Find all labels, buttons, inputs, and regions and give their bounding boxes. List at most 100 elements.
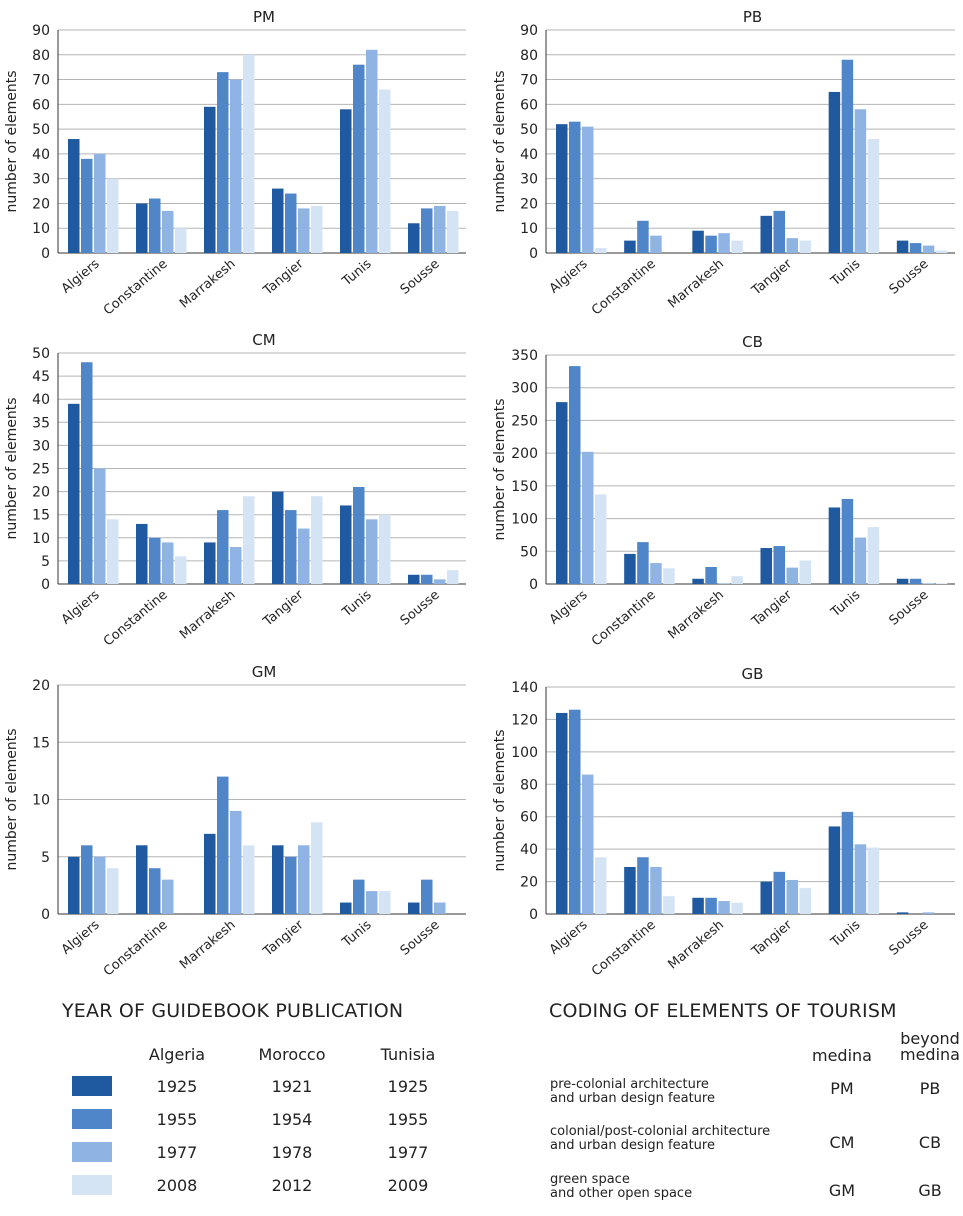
- chart-pb-bar-algiers-1: [556, 124, 568, 254]
- chart-cb-bar-tunis-1: [828, 507, 841, 584]
- chart-cm-category-label: Tunis: [339, 587, 375, 620]
- chart-cm-ytick-label: 20: [32, 485, 50, 501]
- chart-gb-bar-algiers-3: [582, 774, 594, 914]
- chart-gb-bar-tunis-4: [867, 847, 880, 914]
- chart-cb-ytick-label: 350: [511, 348, 538, 364]
- chart-pm-ytick-label: 50: [32, 122, 50, 138]
- chart-gb-bar-tangier-3: [786, 879, 798, 914]
- chart-pm-bar-marrakesh-2: [217, 72, 229, 253]
- chart-cm-bar-constantine-2: [149, 537, 161, 584]
- chart-pm-bar-constantine-1: [136, 203, 148, 253]
- chart-pb-bar-sousse-1: [896, 240, 909, 253]
- country-header-algeria: Algeria: [148, 1045, 206, 1064]
- chart-cb-category-label: Tunis: [828, 587, 864, 620]
- chart-cm-ytick-label: 25: [32, 462, 50, 478]
- chart-gm-category-label: Tunis: [339, 917, 375, 950]
- chart-cb-bar-sousse-4: [935, 583, 948, 584]
- year-algeria-4: 2008: [156, 1176, 198, 1195]
- chart-pm-bar-constantine-3: [162, 210, 174, 253]
- chart-gb-category-label: Constantine: [589, 918, 659, 980]
- year-legend-title: YEAR OF GUIDEBOOK PUBLICATION: [62, 1000, 404, 1022]
- chart-gb-ytick-label: 120: [511, 712, 538, 728]
- chart-cb-bar-algiers-4: [595, 494, 607, 584]
- country-header-tunisia: Tunisia: [380, 1045, 436, 1064]
- chart-gb-ytick-label: 20: [520, 875, 538, 891]
- legend-swatch-3: [72, 1142, 112, 1162]
- chart-cm-bar-tunis-3: [366, 519, 378, 584]
- chart-cb-bar-tunis-3: [854, 537, 867, 584]
- chart-cm-bar-tangier-3: [298, 528, 310, 584]
- chart-gb-bar-constantine-3: [650, 866, 662, 914]
- chart-gm-bar-sousse-3: [434, 902, 446, 914]
- chart-cb-bar-algiers-3: [582, 451, 594, 584]
- chart-gm-y-axis-label: number of elements: [4, 728, 20, 870]
- chart-pb-bar-tangier-3: [786, 238, 798, 253]
- chart-cm-bar-tangier-1: [272, 491, 284, 584]
- chart-cm-bar-algiers-4: [107, 519, 119, 584]
- chart-cm-ytick-label: 35: [32, 415, 50, 431]
- chart-gm-bar-marrakesh-3: [230, 810, 242, 914]
- chart-pm-bar-sousse-1: [408, 223, 420, 253]
- chart-cb-bar-marrakesh-4: [731, 576, 743, 584]
- chart-pb-ytick-label: 0: [529, 246, 538, 262]
- chart-cb-bar-tunis-4: [867, 527, 880, 584]
- coding-beyond-code: CB: [918, 1133, 942, 1152]
- chart-pm-ytick-label: 40: [32, 147, 50, 163]
- chart-gb-ytick-label: 0: [529, 907, 538, 923]
- chart-gb-ytick-label: 80: [520, 777, 538, 793]
- chart-gm-bar-tangier-4: [311, 822, 323, 914]
- chart-cb-ytick-label: 250: [511, 413, 538, 429]
- chart-pm-bar-marrakesh-4: [243, 54, 255, 254]
- chart-cb-title: CB: [742, 333, 763, 351]
- year-algeria-3: 1977: [156, 1143, 198, 1162]
- coding-header-beyond-medina: beyond medina: [900, 1029, 960, 1064]
- chart-pb-category-label: Sousse: [887, 257, 932, 298]
- chart-gm-bar-algiers-2: [81, 845, 93, 914]
- chart-cm-ytick-label: 40: [32, 392, 50, 408]
- chart-cm-category-label: Marrakesh: [177, 588, 238, 643]
- chart-cm-bar-marrakesh-3: [230, 547, 242, 584]
- chart-gb-bar-marrakesh-2: [705, 897, 717, 914]
- chart-cm-ytick-label: 30: [32, 438, 50, 454]
- chart-cm-bar-marrakesh-1: [204, 542, 216, 584]
- coding-medina-code: GM: [828, 1181, 856, 1200]
- chart-pm-ytick-label: 0: [41, 246, 50, 262]
- chart-pb-bar-algiers-2: [569, 121, 581, 253]
- coding-desc: colonial/post-colonial architecture and …: [550, 1124, 771, 1153]
- chart-cm-bar-sousse-1: [408, 574, 420, 584]
- chart-cm-y-axis-label: number of elements: [4, 397, 20, 539]
- chart-pb-category-label: Marrakesh: [665, 257, 726, 312]
- chart-gb-ytick-label: 60: [520, 810, 538, 826]
- year-tunisia-2: 1955: [387, 1110, 429, 1129]
- chart-pb-bar-tangier-4: [799, 240, 811, 253]
- chart-gm-bar-tunis-1: [340, 902, 352, 914]
- chart-cm-bar-algiers-3: [94, 468, 106, 584]
- coding-desc: green space and other open space: [550, 1172, 693, 1201]
- chart-gm-category-label: Marrakesh: [177, 918, 238, 973]
- year-morocco-2: 1954: [271, 1110, 313, 1129]
- chart-cm-ytick-label: 15: [32, 508, 50, 524]
- chart-pb-bar-tangier-1: [760, 215, 772, 253]
- chart-pb-category-label: Tangier: [749, 256, 796, 299]
- chart-gm-ytick-label: 10: [32, 793, 50, 809]
- chart-pb-bar-tunis-2: [841, 59, 854, 253]
- chart-pm-category-label: Tunis: [339, 256, 375, 289]
- chart-cm-bar-marrakesh-2: [217, 510, 229, 584]
- chart-gb-bar-constantine-2: [637, 857, 649, 914]
- chart-cm-bar-sousse-4: [447, 570, 459, 584]
- chart-pm-bar-algiers-1: [68, 139, 80, 253]
- chart-pm-bar-sousse-4: [447, 210, 459, 253]
- chart-cb-ytick-label: 100: [511, 512, 538, 528]
- chart-cm-ytick-label: 0: [41, 577, 50, 593]
- chart-pm-bar-tunis-1: [340, 109, 352, 254]
- chart-cb-bar-constantine-2: [637, 542, 649, 584]
- chart-gm-bar-algiers-1: [68, 856, 80, 914]
- legend-swatch-1: [72, 1076, 112, 1096]
- chart-cm-category-label: Constantine: [101, 588, 171, 650]
- chart-pm-category-label: Constantine: [101, 257, 171, 319]
- chart-cm-bar-tunis-4: [379, 514, 391, 584]
- chart-pm-bar-constantine-2: [149, 198, 161, 253]
- chart-pm-bar-tangier-2: [285, 193, 297, 253]
- chart-cb-bar-tangier-2: [773, 546, 785, 584]
- legend-swatch-4: [72, 1175, 112, 1195]
